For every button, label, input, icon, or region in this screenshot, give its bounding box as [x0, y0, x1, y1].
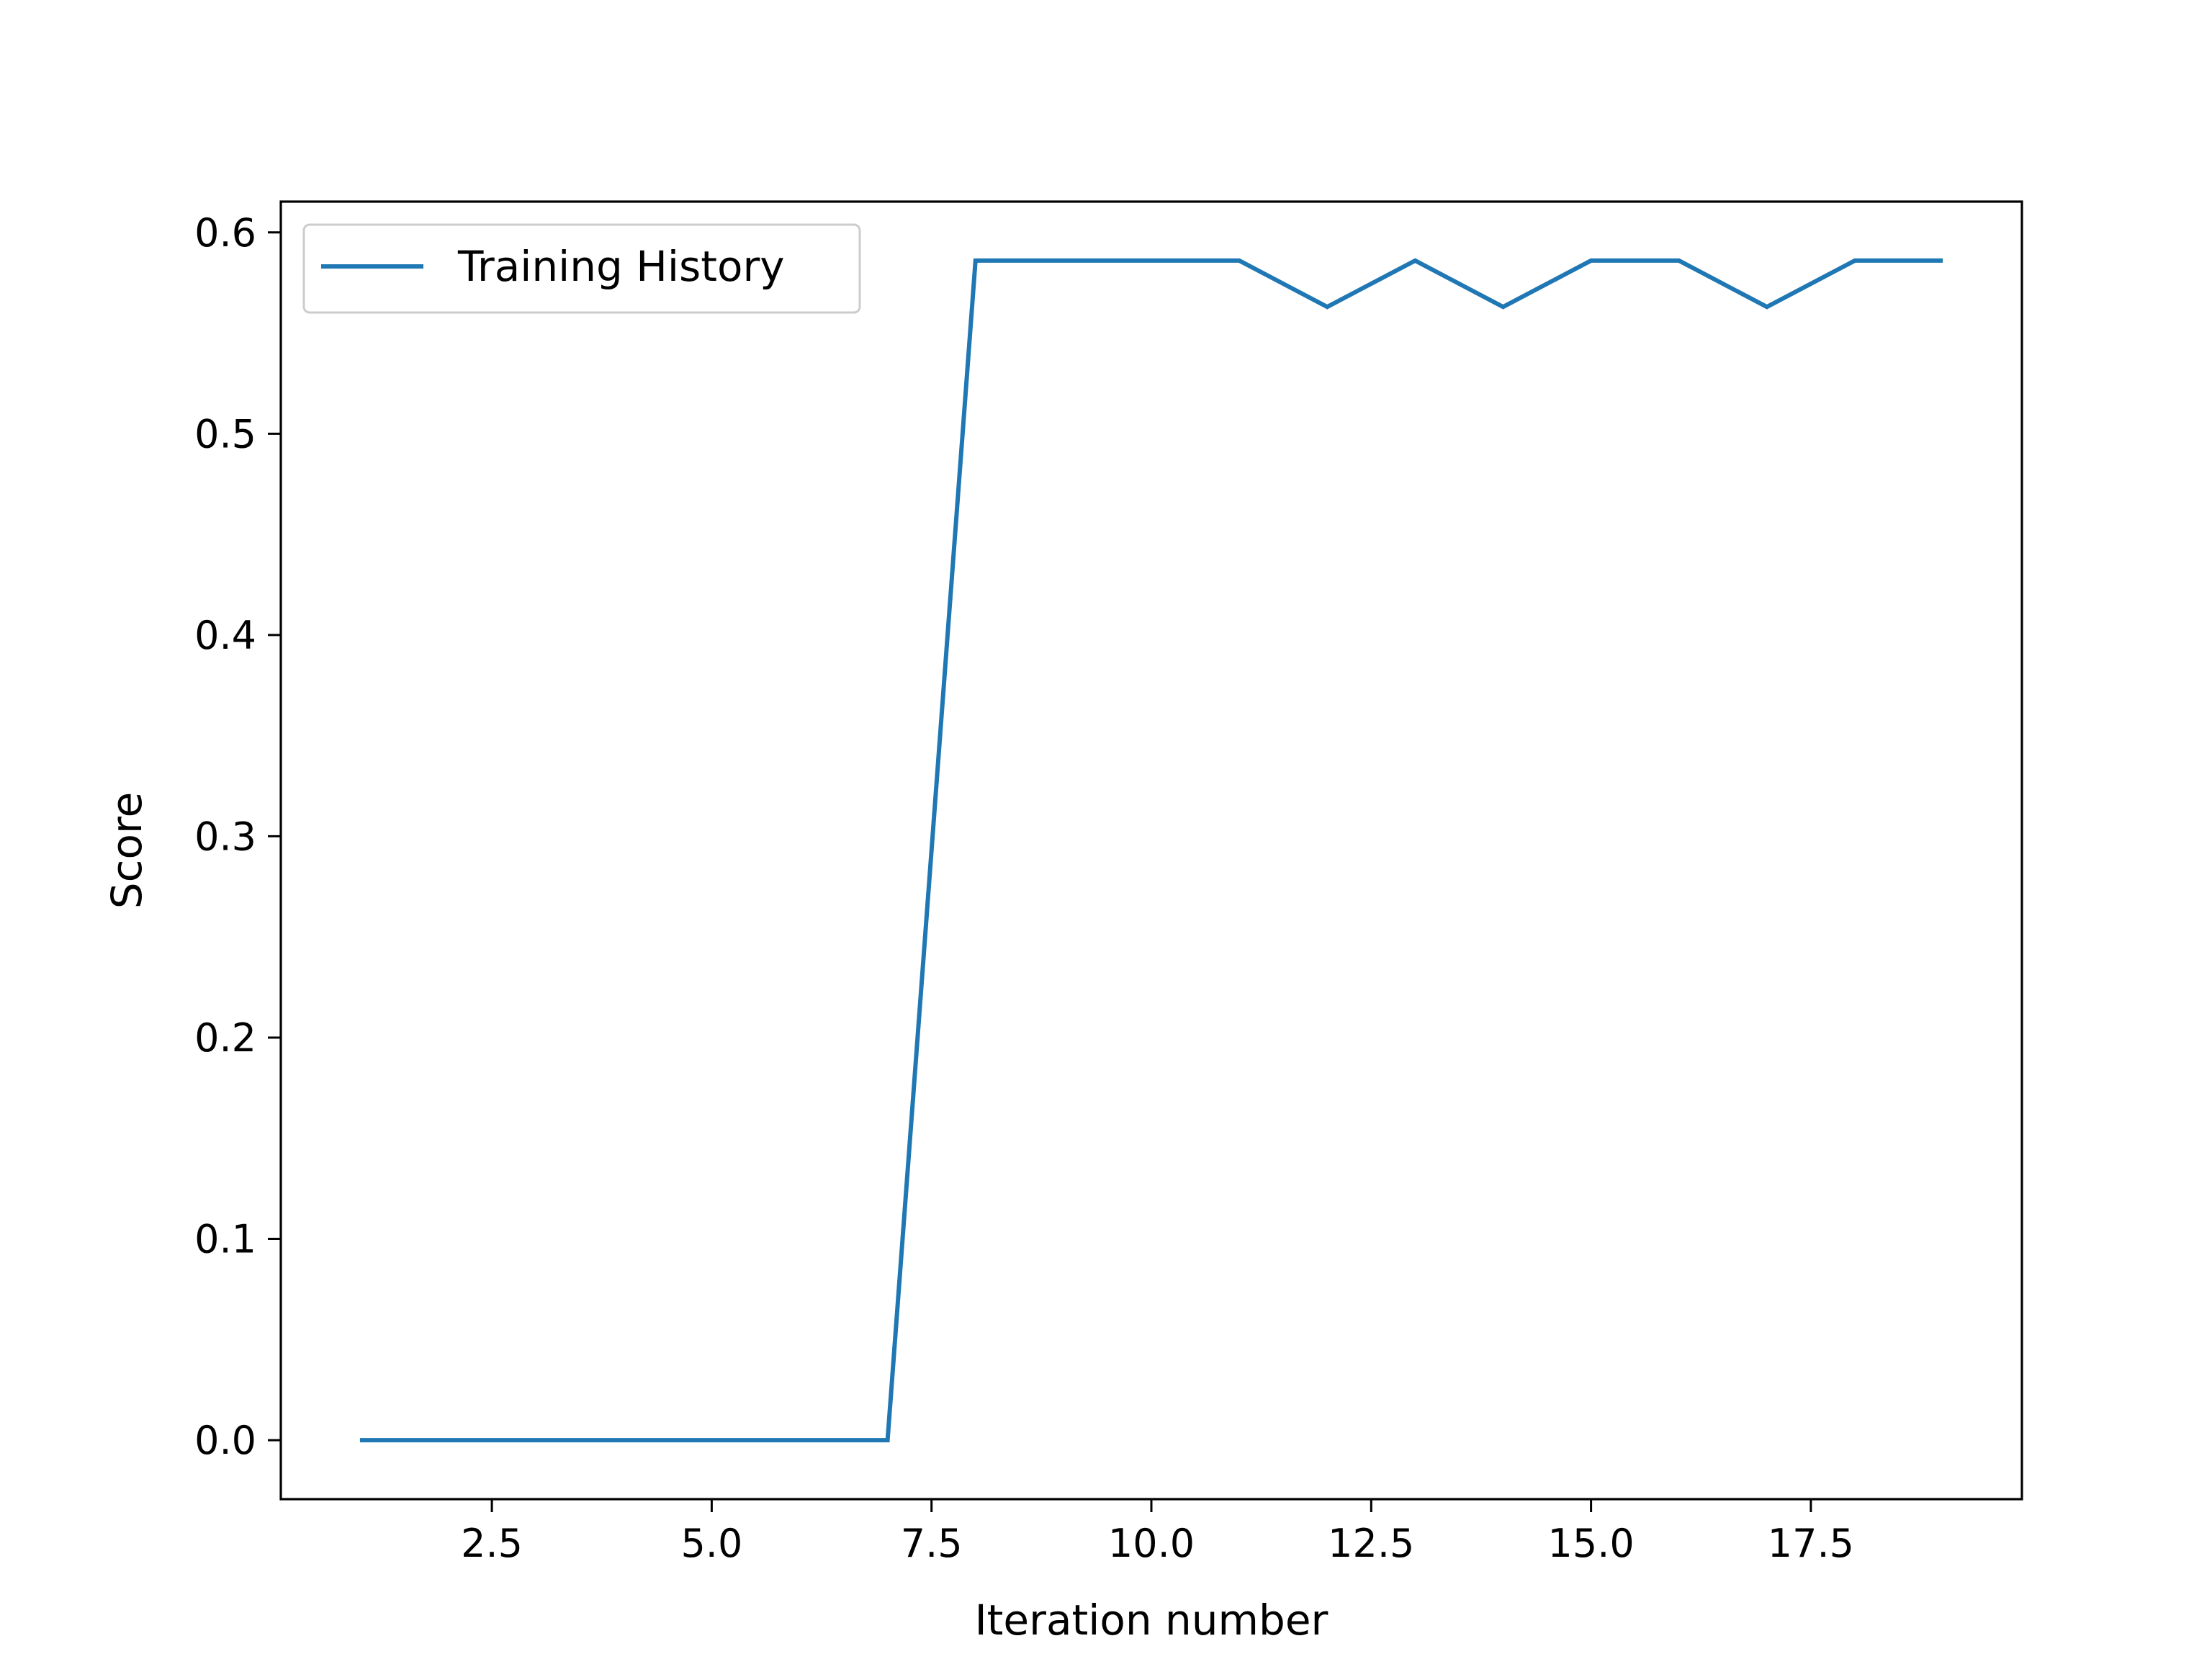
- y-tick-label: 0.4: [194, 613, 256, 658]
- data-point: [1238, 260, 1240, 261]
- x-tick-label: 12.5: [1328, 1521, 1414, 1566]
- x-tick-label: 7.5: [901, 1521, 963, 1566]
- data-point: [1063, 260, 1064, 261]
- y-axis: 0.0 0.1 0.2 0.3 0.4 0.5 0.6: [194, 210, 281, 1463]
- plot-area: [359, 258, 1943, 1443]
- data-point: [1942, 260, 1943, 261]
- x-tick-label: 10.0: [1108, 1521, 1195, 1566]
- x-axis: 2.5 5.0 7.5 10.0 12.5 15.0 17.5: [461, 1499, 1854, 1566]
- y-axis-label: Score: [102, 792, 151, 909]
- legend: Training History: [302, 223, 861, 314]
- data-point: [1151, 260, 1152, 261]
- y-tick-label: 0.6: [194, 210, 256, 256]
- y-tick-label: 0.1: [194, 1217, 256, 1262]
- data-point: [1591, 260, 1592, 261]
- data-point: [1326, 306, 1328, 307]
- data-point: [1766, 306, 1768, 307]
- data-point: [623, 1439, 624, 1441]
- y-tick-label: 0.3: [194, 814, 256, 859]
- data-point: [1854, 260, 1856, 261]
- data-point: [447, 1439, 449, 1441]
- data-point: [1678, 260, 1680, 261]
- data-point: [887, 1439, 889, 1441]
- data-point: [975, 260, 976, 261]
- data-point: [711, 1439, 712, 1441]
- data-point: [359, 1439, 361, 1441]
- x-tick-label: 2.5: [461, 1521, 523, 1566]
- legend-entry-training-history: Training History: [457, 242, 785, 291]
- data-point: [1502, 306, 1503, 307]
- y-tick-label: 0.5: [194, 411, 256, 457]
- x-axis-label: Iteration number: [975, 1596, 1328, 1645]
- y-tick-label: 0.0: [194, 1418, 256, 1463]
- legend-box: [302, 223, 861, 314]
- x-tick-label: 15.0: [1547, 1521, 1634, 1566]
- series-line-training-history: [359, 258, 1943, 1443]
- data-point: [535, 1439, 536, 1441]
- data-point: [1414, 260, 1416, 261]
- x-tick-label: 17.5: [1768, 1521, 1854, 1566]
- y-tick-label: 0.2: [194, 1015, 256, 1061]
- data-point: [799, 1439, 801, 1441]
- x-tick-label: 5.0: [680, 1521, 742, 1566]
